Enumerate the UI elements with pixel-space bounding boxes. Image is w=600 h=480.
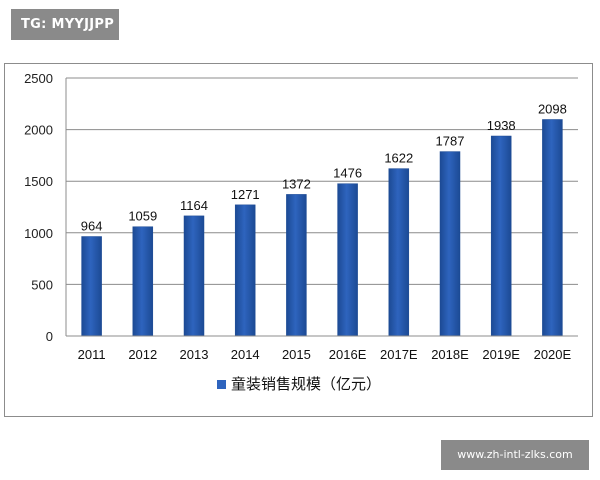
data-label: 1787 bbox=[436, 134, 465, 149]
x-tick-label: 2013 bbox=[180, 347, 209, 362]
bar bbox=[337, 183, 358, 337]
bar bbox=[234, 204, 256, 337]
bar-chart: 0 500 1000 1500 2000 2500 964 2011 1059 2012 1164 2… bbox=[24, 71, 578, 393]
bar bbox=[388, 168, 410, 337]
y-tick-label: 2500 bbox=[24, 71, 53, 86]
x-tick-label: 2020E bbox=[534, 347, 572, 362]
data-label: 1476 bbox=[333, 166, 362, 181]
bar bbox=[286, 194, 307, 337]
bar bbox=[542, 119, 563, 337]
bar bbox=[439, 151, 461, 337]
x-tick-label: 2017E bbox=[380, 347, 418, 362]
y-tick-label: 0 bbox=[46, 329, 53, 344]
x-tick-label: 2016E bbox=[329, 347, 367, 362]
legend-label: 童装销售规模（亿元） bbox=[231, 375, 381, 393]
x-tick-label: 2012 bbox=[128, 347, 157, 362]
bar bbox=[490, 135, 512, 337]
y-tick-label: 1000 bbox=[24, 226, 53, 241]
x-tick-label: 2019E bbox=[482, 347, 520, 362]
data-label: 1271 bbox=[231, 187, 260, 202]
y-tick-label: 500 bbox=[31, 277, 53, 292]
data-label: 1938 bbox=[487, 118, 516, 133]
y-tick-label: 2000 bbox=[24, 123, 53, 138]
bar bbox=[81, 236, 102, 337]
chart-frame: 0 500 1000 1500 2000 2500 964 2011 1059 2012 1164 2… bbox=[4, 63, 593, 417]
watermark-top-left: TG: MYYJJPP bbox=[11, 9, 119, 40]
data-label: 1372 bbox=[282, 176, 311, 191]
data-label: 2098 bbox=[538, 101, 567, 116]
data-label: 1164 bbox=[180, 198, 208, 213]
y-tick-label: 1500 bbox=[24, 174, 53, 189]
data-label: 964 bbox=[81, 219, 103, 234]
bar bbox=[132, 226, 154, 337]
watermark-bottom-right: www.zh-intl-zlks.com bbox=[441, 440, 589, 470]
data-label: 1622 bbox=[384, 151, 413, 166]
legend-swatch bbox=[217, 380, 226, 389]
data-label: 1059 bbox=[128, 209, 157, 224]
x-tick-label: 2011 bbox=[78, 347, 106, 362]
x-tick-label: 2015 bbox=[282, 347, 311, 362]
x-tick-label: 2014 bbox=[231, 347, 260, 362]
x-tick-label: 2018E bbox=[431, 347, 469, 362]
bar bbox=[183, 215, 205, 337]
